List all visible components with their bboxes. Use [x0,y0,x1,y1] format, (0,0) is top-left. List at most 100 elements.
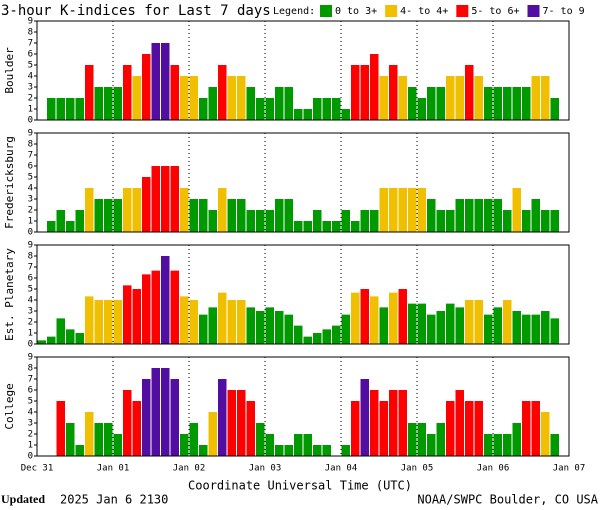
y-tick-label: 0 [28,340,33,350]
legend-label: 4- to 4+ [400,6,448,17]
bar [351,401,360,456]
bar [408,87,417,120]
bar [294,221,303,232]
bar [208,412,217,456]
bar [132,401,141,456]
legend-swatch [456,5,469,17]
bar [123,188,132,232]
y-tick-label: 4 [28,72,33,82]
bar [161,166,170,232]
bar [484,314,493,344]
bar [170,379,179,456]
bar [379,401,388,456]
y-tick-label: 6 [28,162,33,172]
bar [170,166,179,232]
bar [294,325,303,344]
bar [227,76,236,120]
bar [170,65,179,120]
bar [541,76,550,120]
y-tick-label: 7 [28,39,33,49]
bar [66,329,75,344]
bar [265,98,274,120]
bar [389,390,398,456]
bar [427,87,436,120]
bar [189,423,198,456]
bar [47,98,56,120]
bar [275,445,284,456]
bar [474,199,483,232]
bar [123,65,132,120]
bar [265,307,274,344]
bar [275,199,284,232]
bar [446,401,455,456]
bar [75,210,84,232]
bar [541,210,550,232]
bar [398,188,407,232]
bar [237,300,246,344]
bar [455,307,464,344]
y-axis-label: College [3,383,16,429]
bar [370,296,379,344]
bar [142,177,151,232]
bar [142,54,151,120]
bar [246,401,255,456]
y-tick-label: 5 [28,397,33,407]
bar [294,434,303,456]
bar [522,401,531,456]
bar [417,188,426,232]
bar [170,270,179,344]
y-tick-label: 9 [28,17,33,27]
bar [284,199,293,232]
bar [246,210,255,232]
bar [332,221,341,232]
bar [465,300,474,344]
bar [256,311,265,344]
bar [322,329,331,344]
bar [455,199,464,232]
bar [265,210,274,232]
bar [531,314,540,344]
bar [512,311,521,344]
bar [512,87,521,120]
bar [94,199,103,232]
x-tick-label: Jan 05 [401,464,434,474]
x-tick-label: Jan 04 [325,464,358,474]
bar [218,379,227,456]
bar [161,368,170,456]
y-tick-label: 4 [28,296,33,306]
y-tick-label: 6 [28,274,33,284]
x-tick-label: Jan 07 [553,464,586,474]
bar [256,423,265,456]
bar [512,188,521,232]
panel-frame [36,132,570,233]
chart-title: 3-hour K-indices for Last 7 days [1,3,271,19]
bar [303,221,312,232]
bar [218,292,227,344]
bar [541,311,550,344]
bar [446,303,455,344]
bar [341,445,350,456]
bar [379,188,388,232]
updated-time: 2025 Jan 6 2130 [60,493,168,507]
bar [493,87,502,120]
y-tick-label: 9 [28,353,33,363]
bar [389,188,398,232]
bar [132,76,141,120]
bar [56,98,65,120]
bar [408,423,417,456]
bar [360,379,369,456]
bar [237,390,246,456]
panel-frame [36,244,570,345]
bar [313,445,322,456]
bar [370,390,379,456]
y-tick-label: 3 [28,307,33,317]
bar [408,303,417,344]
legend-label: 5- to 6+ [471,6,519,17]
bar [265,434,274,456]
bar [332,325,341,344]
bar [303,434,312,456]
y-axis-label: Fredericksburg [3,136,16,229]
bar [436,423,445,456]
bar [275,311,284,344]
